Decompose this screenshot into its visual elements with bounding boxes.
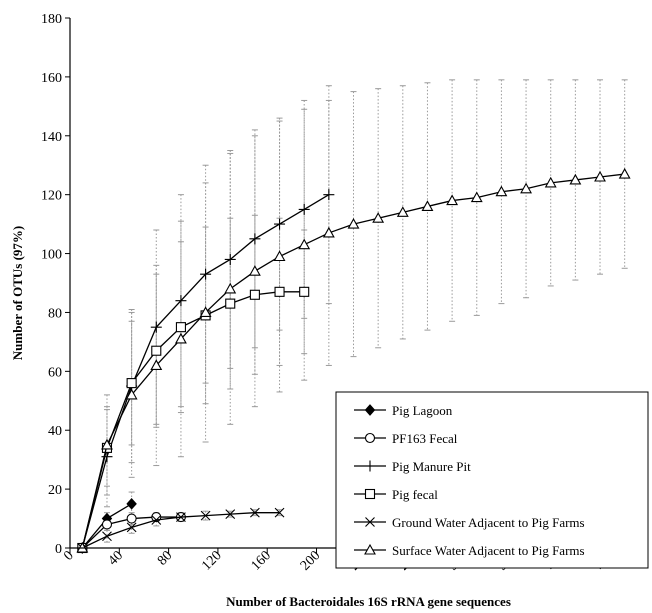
data-point [274, 286, 285, 297]
data-point [322, 226, 335, 238]
y-axis-title: Number of OTUs (97%) [10, 226, 25, 360]
data-point [274, 218, 286, 230]
x-tick-label: 80 [155, 548, 176, 569]
legend-label: Ground Water Adjacent to Pig Farms [392, 515, 585, 530]
data-point [396, 206, 409, 217]
data-point [101, 451, 113, 463]
legend-label: Pig Lagoon [392, 403, 453, 418]
data-point [446, 194, 459, 206]
data-point [151, 515, 162, 525]
data-point [323, 189, 335, 201]
data-point [150, 359, 163, 370]
legend-label: Pig Manure Pit [392, 459, 471, 474]
legend: Pig Lagoon PF163 Fecal Pig Manure Pit Pig f… [335, 391, 649, 569]
data-point [199, 306, 212, 317]
data-point [470, 191, 483, 203]
y-tick-label: 0 [55, 542, 62, 557]
legend-marker [364, 488, 376, 500]
data-point [594, 170, 606, 182]
series-line [81, 291, 305, 549]
data-point [249, 233, 261, 245]
data-point [421, 200, 434, 211]
data-point [495, 185, 508, 197]
data-point [175, 295, 187, 307]
legend-marker [364, 543, 376, 555]
data-point [347, 217, 360, 229]
x-axis-title: Number of Bacteroidales 16S rRNA gene se… [226, 594, 511, 609]
data-point [126, 378, 137, 389]
data-point [544, 176, 557, 188]
data-point [224, 282, 237, 294]
x-tick-label: 0 [61, 548, 77, 564]
data-point [175, 332, 187, 344]
legend-box [335, 391, 649, 569]
y-tick-label: 100 [41, 248, 62, 263]
data-point [618, 167, 631, 179]
data-point [102, 531, 112, 542]
data-point [101, 519, 113, 530]
y-tick-label: 60 [48, 365, 62, 380]
series-1 [77, 512, 186, 554]
x-tick-label: 120 [199, 548, 224, 573]
y-tick-label: 180 [41, 12, 62, 27]
y-tick-label: 160 [41, 71, 62, 86]
legend-marker [364, 404, 376, 416]
legend-label: Surface Water Adjacent to Pig Farms [392, 543, 585, 558]
legend-marker [364, 432, 376, 444]
legend-label: Pig fecal [392, 487, 438, 502]
data-point [249, 289, 260, 300]
y-tick-label: 120 [41, 189, 62, 204]
data-point [372, 212, 385, 223]
data-point [126, 522, 137, 533]
legend-marker [365, 517, 375, 527]
data-point [200, 510, 211, 521]
data-point [125, 388, 138, 400]
data-point [224, 253, 236, 265]
y-tick-label: 140 [41, 130, 62, 145]
data-point [151, 345, 162, 356]
y-tick-label: 40 [48, 424, 62, 439]
data-point [250, 507, 260, 518]
data-point [248, 265, 261, 276]
series-group [76, 167, 631, 554]
data-point [175, 322, 186, 333]
data-point [101, 438, 113, 450]
data-point [520, 182, 532, 194]
x-tick-label: 160 [249, 548, 274, 573]
data-point [126, 513, 137, 524]
legend-label: PF163 Fecal [392, 431, 458, 446]
legend-marker [364, 460, 376, 472]
data-point [225, 298, 236, 309]
y-tick-label: 80 [48, 306, 62, 321]
series-4 [77, 507, 285, 553]
x-tick-label: 40 [106, 548, 127, 569]
data-point [298, 238, 311, 250]
data-point [126, 498, 137, 510]
data-point [299, 286, 310, 297]
data-point [200, 268, 212, 280]
data-point [273, 250, 286, 262]
y-tick-label: 20 [48, 483, 62, 498]
data-point [298, 203, 310, 215]
x-tick-label: 200 [298, 548, 323, 573]
data-point [274, 507, 285, 518]
data-point [569, 173, 582, 185]
data-point [150, 321, 162, 333]
data-point [225, 509, 236, 520]
data-point [176, 512, 186, 522]
